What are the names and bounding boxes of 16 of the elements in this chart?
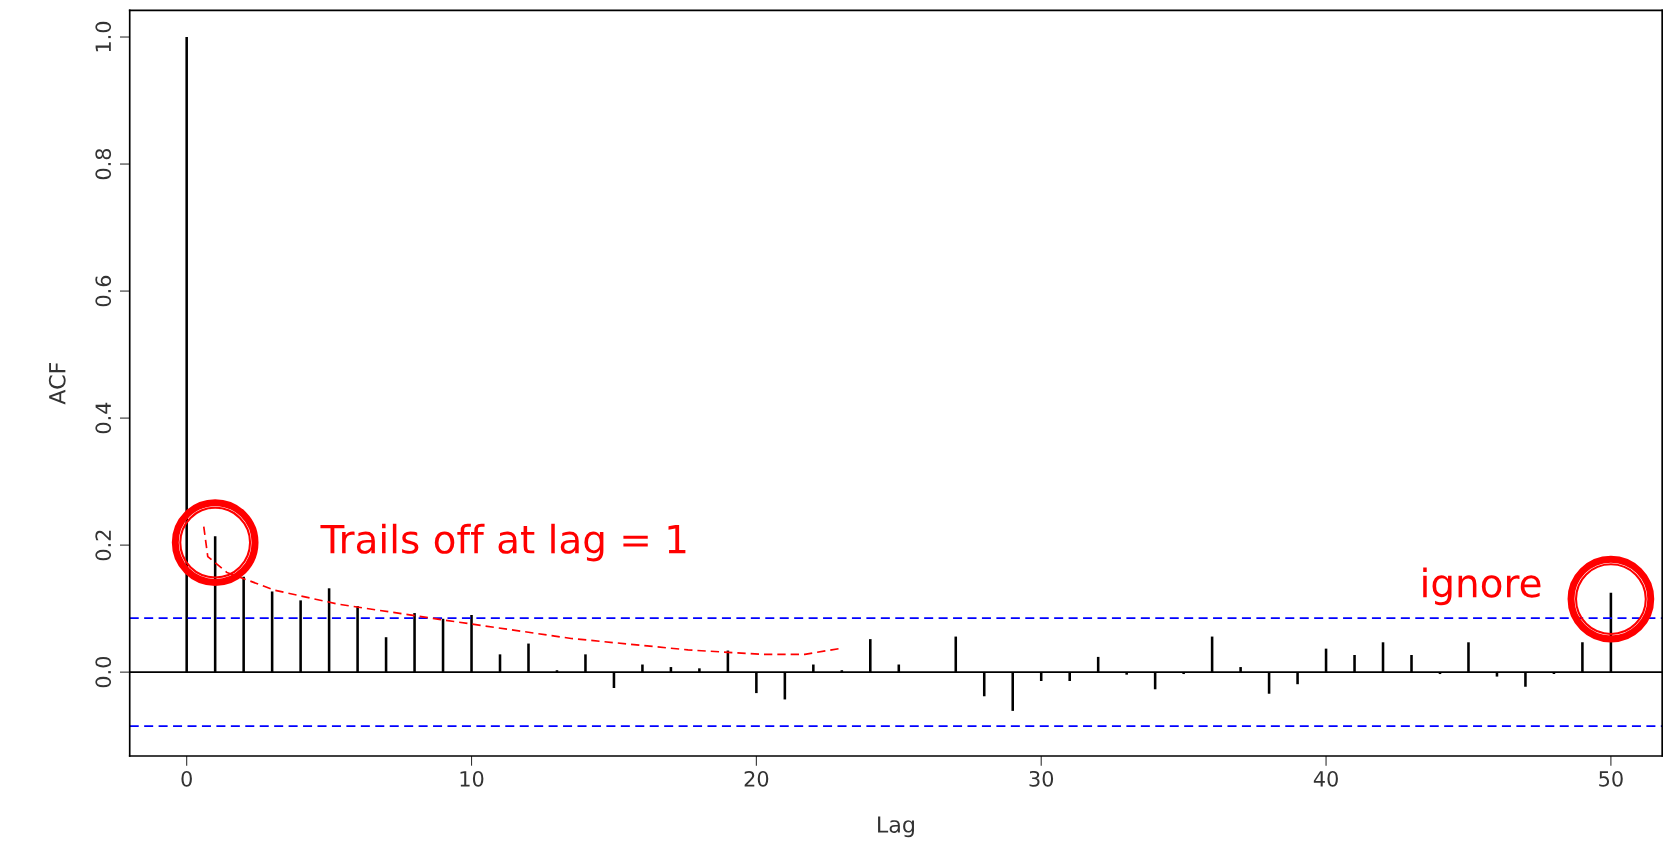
y-tick-label: 1.0 <box>95 21 112 52</box>
annotation: Trails off at lag = 1 <box>320 523 686 562</box>
y-tick-label: 0.6 <box>95 275 112 307</box>
x-tick-label: 50 <box>1599 770 1623 787</box>
y-tick-label: 0.8 <box>95 148 112 180</box>
x-tick-label: 20 <box>744 770 769 787</box>
x-tick-label: 40 <box>1313 770 1338 787</box>
x-tick-label: 30 <box>1029 770 1054 787</box>
y-axis-title: ACF <box>48 362 66 405</box>
y-tick-label: 0.0 <box>95 656 112 688</box>
x-tick-label: 10 <box>460 770 484 787</box>
x-tick-label: 0 <box>181 770 192 787</box>
y-tick-label: 0.2 <box>95 530 112 561</box>
x-axis-title: Lag <box>878 816 914 838</box>
y-tick-label: 0.4 <box>95 402 112 434</box>
annotation: ignore <box>1423 567 1541 606</box>
